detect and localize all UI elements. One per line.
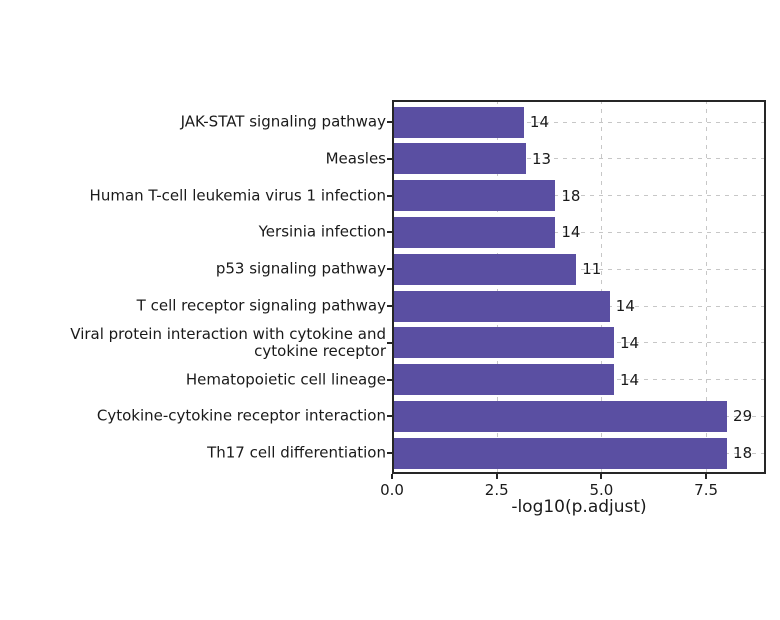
horizontal-gridline [392,195,766,197]
y-axis-tick [387,452,392,455]
bar-count-label: 13 [532,149,552,168]
y-axis-tick [387,194,392,197]
y-axis-category-label: p53 signaling pathway [215,259,386,278]
y-axis-tick [387,268,392,271]
x-axis-tick [705,474,708,479]
horizontal-gridline [392,231,766,233]
bar [392,106,524,138]
x-axis-tick-label: 0.0 [380,481,404,499]
y-axis-category-label: Measles [325,149,386,168]
y-axis-tick [387,378,392,381]
bar [392,327,614,359]
vertical-gridline [496,100,498,474]
y-axis-category-label: Cytokine-cytokine receptor interaction [96,406,386,425]
bar-count-label: 14 [615,297,635,315]
x-axis-tick-label: 2.5 [484,481,509,499]
bar [392,364,614,396]
y-axis-tick [387,415,392,418]
horizontal-gridline [392,268,766,270]
bar [392,437,728,469]
bar-count-label: 14 [561,223,581,242]
y-axis-tick [387,341,392,344]
bar [392,253,577,285]
x-axis-tick [600,474,603,479]
y-axis-category-label: Viral protein interaction with cytokine … [70,324,386,360]
bar [392,290,610,322]
y-axis-tick [387,157,392,160]
bar [392,216,556,248]
bar-count-label: 29 [733,407,753,426]
bar-count-label: 14 [529,113,550,131]
y-axis-category-label: Hematopoietic cell lineage [185,370,386,389]
x-axis-tick-label: 7.5 [694,481,719,499]
bar-count-label: 11 [582,260,602,279]
x-axis-label: -log10(p.adjust) [511,497,647,517]
vertical-gridline [706,100,708,474]
bar [392,180,556,212]
x-axis-tick [391,474,393,479]
y-axis-tick [387,231,392,234]
x-axis-tick-label: 5.0 [589,481,614,499]
vertical-gridline [601,100,603,474]
y-axis-category-label: JAK-STAT signaling pathway [180,112,386,131]
y-axis-tick [387,121,392,123]
horizontal-gridline [392,121,766,123]
y-axis-category-label: Yersinia infection [258,222,386,241]
bar-count-label: 14 [619,333,640,352]
horizontal-gridline [392,158,766,160]
bar [392,143,527,175]
bar [392,400,728,432]
y-axis-tick [387,305,392,307]
y-axis-category-label: T cell receptor signaling pathway [136,296,386,315]
x-axis-tick [495,474,498,479]
y-axis-category-label: Th17 cell differentiation [207,443,386,462]
bar-count-label: 18 [733,444,753,463]
y-axis-category-label: Human T-cell leukemia virus 1 infection [89,186,386,205]
bar-count-label: 18 [561,186,581,205]
bar-count-label: 14 [619,370,640,389]
